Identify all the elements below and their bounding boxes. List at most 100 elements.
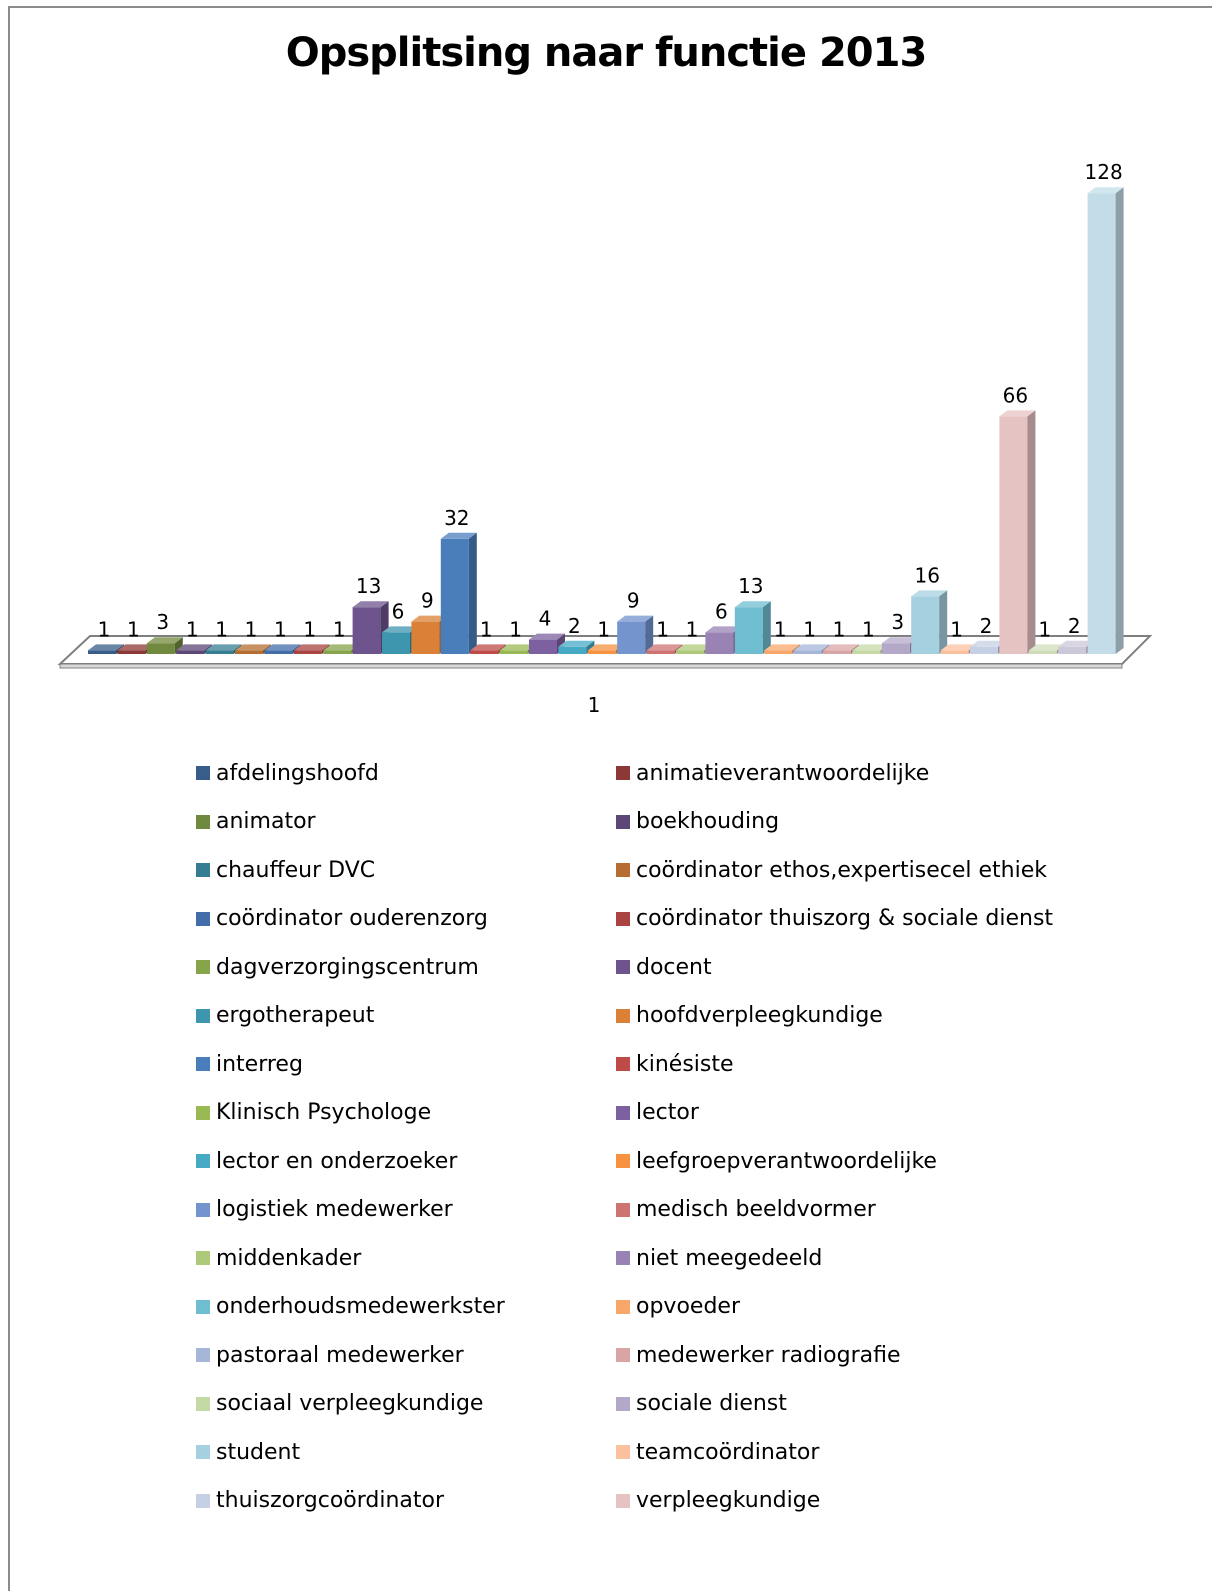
bar-top [264,644,301,651]
bar-front [911,596,940,654]
legend-swatch [196,1396,210,1411]
legend-label: sociaal verpleegkundige [216,1391,484,1416]
legend-swatch [196,863,210,877]
bar-16 [529,633,565,654]
bar-top [146,637,183,644]
bar-32 [999,410,1036,654]
legend-item: thuiszorgcoördinator [196,1486,444,1516]
legend-label: niet meegedeeld [636,1245,823,1271]
bar-top [88,644,124,651]
bar-top [382,626,418,633]
bar-top [293,644,330,651]
bar-side [174,637,183,654]
legend-item: interreg [196,1049,303,1079]
data-label: 1 [597,617,610,641]
legend-item: coördinator ethos,expertisecel ethiek [616,855,1047,885]
legend-item: ergotherapeut [196,1001,374,1031]
bar-3 [146,637,183,654]
bar-front [264,650,293,654]
bar-top [676,644,712,651]
data-label: 2 [980,614,993,638]
legend-label: coördinator ethos,expertisecel ethiek [636,857,1047,883]
bar-front [881,643,910,654]
legend-swatch [616,1154,630,1168]
data-label: 1 [509,617,522,641]
data-label: 1 [656,617,669,641]
legend-swatch [616,1105,630,1120]
bar-front [587,650,616,654]
legend-swatch [196,1299,210,1314]
bar-top [205,644,242,651]
data-label: 2 [568,614,581,638]
bar-top [1058,640,1095,647]
bar-front [88,650,116,654]
bar-13 [440,532,477,654]
legend-label: medisch beeldvormer [636,1197,876,1222]
legend-swatch [196,766,210,780]
legend-swatch [616,960,630,974]
bar-front [352,607,381,654]
legend-label: kinésiste [636,1051,734,1077]
legend-item: boekhouding [616,807,779,837]
data-label: 1 [833,617,846,641]
legend-item: sociaal verpleegkundige [196,1389,483,1419]
data-label: 4 [539,607,552,631]
data-label: 32 [444,506,469,530]
legend-label: verpleegkundige [636,1488,821,1513]
bar-front [793,650,822,654]
legend-label: chauffeur DVC [216,857,376,883]
legend-label: afdelingshoofd [216,760,379,786]
legend-label: logistiek medewerker [216,1197,453,1222]
bar-top [970,640,1006,647]
bar-35 [1087,187,1124,654]
legend-label: hoofdverpleegkundige [636,1003,883,1028]
data-label: 13 [738,574,763,598]
legend-label: student [216,1439,301,1465]
legend-label: lector [636,1100,699,1125]
bar-top [999,410,1036,417]
data-label: 1 [98,617,111,641]
chart-floor-front [59,663,1123,669]
bar-top [764,644,801,651]
x-tick-label: 1 [588,693,601,717]
bar-top [470,644,507,651]
bar-29 [911,590,948,654]
legend-swatch [616,1202,630,1217]
bar-front [1058,646,1087,654]
bar-top [323,644,360,651]
legend-swatch [616,1057,630,1071]
data-label: 1 [127,617,140,641]
bar-front [558,646,587,654]
bar-top [117,644,154,651]
bar-top [793,644,830,651]
legend-item: dagverzorgingscentrum [196,952,479,982]
data-label: 1 [686,617,699,641]
data-label: 1 [186,617,199,641]
legend-swatch [196,1008,210,1023]
data-label: 9 [421,589,434,613]
bar-top [499,644,536,651]
legend-swatch [196,1105,210,1120]
legend-swatch [616,814,630,829]
legend-item: kinésiste [616,1049,734,1079]
bar-top [1028,644,1065,651]
bar-front [646,650,675,654]
legend-swatch [616,911,630,926]
legend-swatch [196,1251,210,1265]
bar-side [1027,410,1036,654]
data-label: 1 [480,617,493,641]
legend-item: afdelingshoofd [196,758,379,788]
legend-label: docent [636,954,712,980]
legend-item: niet meegedeeld [616,1243,822,1273]
bar-front [999,416,1028,654]
legend-label: animator [216,809,316,834]
bar-front [176,650,205,654]
legend-swatch [616,1445,630,1459]
data-label: 9 [627,589,640,613]
legend-item: teamcoördinator [616,1437,819,1467]
legend-label: animatieverantwoordelijke [636,760,930,786]
bar-top [176,644,213,651]
bar-top [235,644,271,651]
bar-front [1087,193,1116,654]
